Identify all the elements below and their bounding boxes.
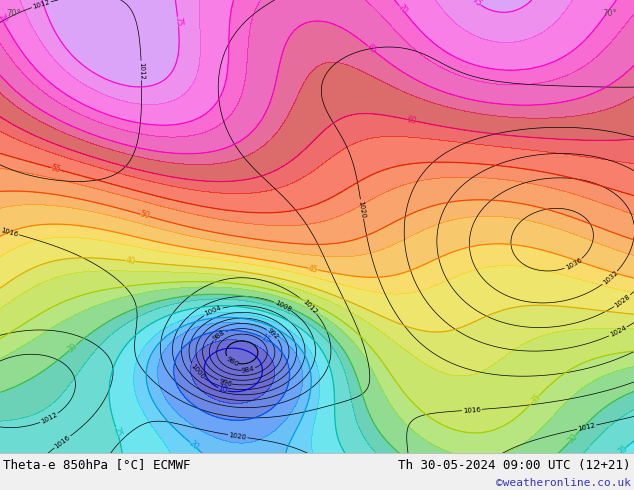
Text: 1008: 1008 (273, 299, 292, 313)
Text: 40: 40 (125, 256, 136, 266)
Text: 1016: 1016 (53, 434, 72, 450)
Text: 70: 70 (396, 2, 408, 16)
Text: 20: 20 (187, 439, 200, 452)
Text: 1012: 1012 (577, 422, 596, 432)
Text: 1016: 1016 (463, 406, 481, 414)
Text: 1004: 1004 (204, 305, 223, 318)
Text: 30: 30 (66, 341, 79, 354)
Text: 55: 55 (49, 163, 61, 174)
Text: ©weatheronline.co.uk: ©weatheronline.co.uk (496, 478, 631, 489)
Text: 1016: 1016 (0, 227, 19, 238)
Text: 1012: 1012 (40, 412, 58, 425)
Text: 75: 75 (173, 16, 183, 27)
Text: 50: 50 (139, 210, 150, 221)
Text: 25: 25 (111, 426, 123, 438)
Text: 1036: 1036 (564, 257, 583, 271)
Text: 1020: 1020 (228, 432, 247, 441)
Text: 25: 25 (616, 444, 630, 457)
Text: 992: 992 (266, 327, 280, 341)
Text: 70°: 70° (602, 9, 617, 18)
Text: 1012: 1012 (32, 0, 51, 10)
Text: 45: 45 (307, 264, 319, 274)
Text: 996: 996 (218, 378, 233, 387)
Text: 30: 30 (566, 432, 579, 445)
Text: 988: 988 (212, 329, 226, 342)
Text: 1028: 1028 (614, 294, 631, 309)
Text: 35: 35 (529, 392, 543, 405)
Text: 1012: 1012 (301, 298, 318, 315)
Text: Theta-e 850hPa [°C] ECMWF: Theta-e 850hPa [°C] ECMWF (3, 459, 191, 471)
Text: 15: 15 (259, 333, 272, 345)
Text: 1024: 1024 (609, 325, 627, 339)
Text: 10: 10 (217, 384, 229, 395)
Text: 70: 70 (0, 12, 8, 25)
Text: 75: 75 (470, 0, 484, 9)
Text: Th 30-05-2024 09:00 UTC (12+21): Th 30-05-2024 09:00 UTC (12+21) (398, 459, 631, 471)
Text: 1012: 1012 (138, 62, 145, 79)
Text: 980: 980 (224, 355, 239, 368)
Text: 70°: 70° (6, 9, 21, 18)
Text: 1032: 1032 (602, 270, 619, 286)
Text: 65: 65 (365, 42, 378, 55)
Text: 1020: 1020 (358, 200, 366, 219)
Text: 60: 60 (406, 115, 417, 126)
Text: 984: 984 (241, 366, 255, 374)
Text: 1000: 1000 (189, 363, 205, 380)
